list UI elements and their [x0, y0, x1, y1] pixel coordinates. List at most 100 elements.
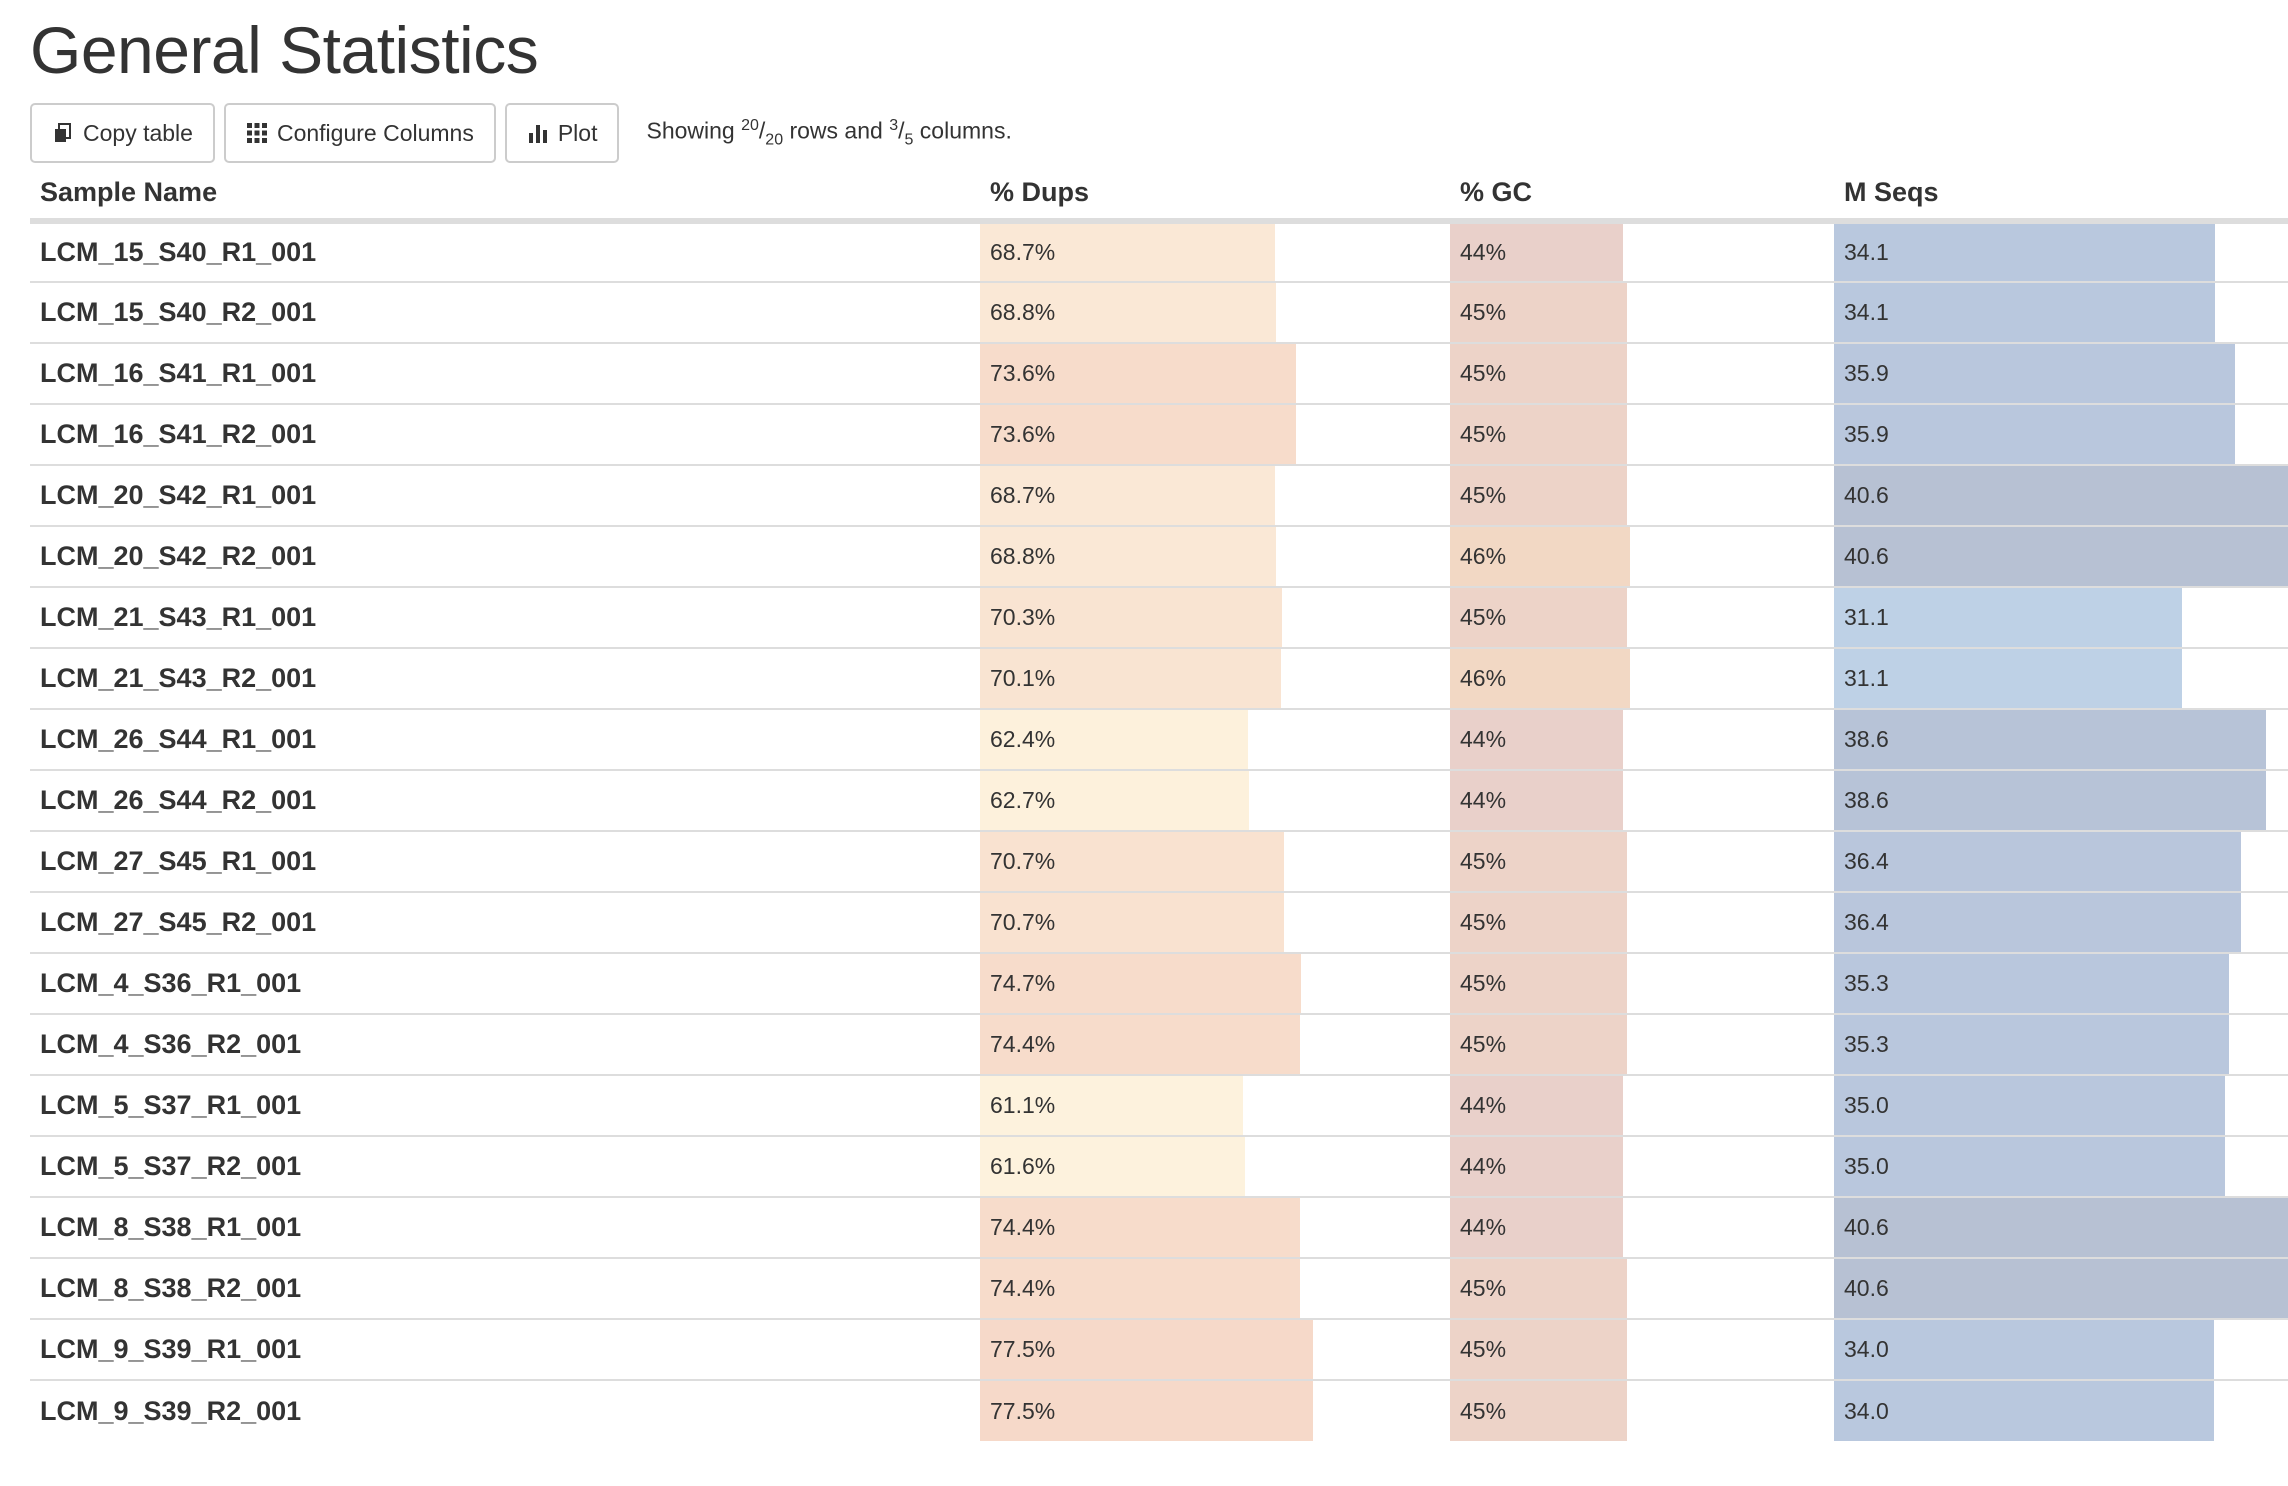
copy-icon	[55, 123, 71, 142]
mseqs-bar	[1834, 1076, 2225, 1135]
rows-word: rows and	[789, 117, 883, 144]
configure-columns-button[interactable]: Configure Columns	[223, 103, 496, 163]
showing-summary: Showing 20/20 rows and 3/5 columns.	[646, 116, 1012, 149]
dups-value: 68.8%	[990, 543, 1056, 569]
copy-table-button[interactable]: Copy table	[30, 103, 215, 163]
showing-prefix: Showing	[646, 117, 735, 144]
plot-label: Plot	[557, 119, 598, 146]
dups-bar	[980, 710, 1248, 769]
table-row: LCM_20_S42_R1_001 68.7% 45% 40.6	[30, 464, 2288, 526]
table-row: LCM_4_S36_R2_001 74.4% 45% 35.3	[30, 1013, 2288, 1075]
gc-value: 45%	[1460, 421, 1507, 447]
mseqs-value: 38.6	[1844, 726, 1889, 752]
gc-value: 45%	[1460, 1275, 1507, 1301]
dups-cell: 73.6%	[980, 403, 1450, 465]
gc-bar	[1450, 893, 1627, 952]
mseqs-cell: 38.6	[1834, 769, 2288, 831]
gc-bar	[1450, 405, 1627, 464]
table-row: LCM_27_S45_R2_001 70.7% 45% 36.4	[30, 891, 2288, 953]
dups-cell: 70.7%	[980, 830, 1450, 892]
column-header-gc[interactable]: % GC	[1450, 166, 1834, 224]
mseqs-cell: 38.6	[1834, 708, 2288, 770]
column-header-sample-name[interactable]: Sample Name	[30, 166, 980, 224]
gc-cell: 45%	[1450, 1257, 1834, 1319]
dups-value: 68.7%	[990, 482, 1056, 508]
gc-value: 45%	[1460, 1031, 1507, 1057]
dups-cell: 74.4%	[980, 1013, 1450, 1075]
dups-cell: 74.4%	[980, 1196, 1450, 1258]
dups-bar	[980, 893, 1284, 952]
dups-value: 77.5%	[990, 1397, 1056, 1424]
gc-cell: 44%	[1450, 769, 1834, 831]
gc-cell: 45%	[1450, 952, 1834, 1014]
sample-name-cell: LCM_4_S36_R1_001	[30, 952, 980, 1014]
page-title: General Statistics	[30, 13, 539, 87]
gc-value: 45%	[1460, 970, 1507, 996]
mseqs-value: 40.6	[1844, 543, 1889, 569]
mseqs-value: 34.0	[1844, 1336, 1889, 1362]
gc-cell: 45%	[1450, 891, 1834, 953]
column-header-dups[interactable]: % Dups	[980, 166, 1450, 224]
gc-value: 44%	[1460, 1092, 1507, 1118]
dups-value: 61.1%	[990, 1092, 1056, 1118]
gc-bar	[1450, 1137, 1623, 1196]
gc-bar	[1450, 1320, 1627, 1379]
gc-bar	[1450, 588, 1627, 647]
dups-bar	[980, 832, 1284, 891]
gc-bar	[1450, 283, 1627, 342]
gc-bar	[1450, 1198, 1623, 1257]
mseqs-bar	[1834, 1015, 2229, 1074]
table-row: LCM_9_S39_R1_001 77.5% 45% 34.0	[30, 1318, 2288, 1380]
table-row: LCM_20_S42_R2_001 68.8% 46% 40.6	[30, 525, 2288, 587]
mseqs-cell: 35.9	[1834, 403, 2288, 465]
dups-bar	[980, 466, 1275, 525]
dups-cell: 70.3%	[980, 586, 1450, 648]
mseqs-cell: 35.3	[1834, 1013, 2288, 1075]
gc-cell: 45%	[1450, 464, 1834, 526]
grid-icon	[246, 123, 267, 143]
mseqs-value: 31.1	[1844, 665, 1889, 691]
sample-name-cell: LCM_15_S40_R1_001	[40, 237, 317, 267]
mseqs-value: 31.1	[1844, 604, 1889, 630]
mseqs-bar	[1834, 1137, 2225, 1196]
dups-value: 77.5%	[990, 1336, 1056, 1362]
mseqs-bar	[1834, 588, 2182, 647]
table-row: LCM_15_S40_R2_001 68.8% 45% 34.1	[30, 281, 2288, 343]
sample-name-cell: LCM_20_S42_R1_001	[30, 464, 980, 526]
mseqs-cell: 36.4	[1834, 891, 2288, 953]
sample-name-cell: LCM_8_S38_R1_001	[30, 1196, 980, 1258]
table-row: LCM_21_S43_R1_001 70.3% 45% 31.1	[30, 586, 2288, 648]
gc-bar	[1450, 466, 1627, 525]
gc-cell: 45%	[1450, 403, 1834, 465]
table-row: LCM_21_S43_R2_001 70.1% 46% 31.1	[30, 647, 2288, 709]
mseqs-cell: 35.9	[1834, 342, 2288, 404]
gc-value: 45%	[1460, 299, 1507, 325]
mseqs-cell: 34.1	[1834, 281, 2288, 343]
dups-cell: 74.7%	[980, 952, 1450, 1014]
mseqs-value: 34.1	[1844, 239, 1889, 265]
mseqs-value: 36.4	[1844, 909, 1889, 935]
mseqs-bar	[1834, 832, 2241, 891]
gc-bar	[1450, 224, 1623, 281]
dups-bar	[980, 1259, 1300, 1318]
sample-name-cell: LCM_26_S44_R2_001	[30, 769, 980, 831]
column-header-mseqs[interactable]: M Seqs	[1834, 166, 2288, 224]
table-row: LCM_9_S39_R2_001 77.5% 45% 34.0	[30, 1379, 2288, 1441]
gc-bar	[1450, 1381, 1627, 1441]
mseqs-bar	[1834, 224, 2215, 281]
dups-cell: 68.7%	[980, 464, 1450, 526]
configure-columns-label: Configure Columns	[276, 119, 474, 146]
dups-bar	[980, 1198, 1300, 1257]
sample-name-cell: LCM_8_S38_R2_001	[30, 1257, 980, 1319]
gc-cell: 45%	[1450, 830, 1834, 892]
mseqs-bar	[1834, 527, 2288, 586]
sample-name-cell: LCM_15_S40_R2_001	[30, 281, 980, 343]
plot-button[interactable]: Plot	[504, 103, 620, 163]
cols-word: columns.	[919, 117, 1012, 144]
sample-name-cell: LCM_27_S45_R1_001	[30, 830, 980, 892]
dups-value: 74.4%	[990, 1031, 1056, 1057]
table-row: LCM_16_S41_R1_001 73.6% 45% 35.9	[30, 342, 2288, 404]
mseqs-cell: 40.6	[1834, 464, 2288, 526]
gc-bar	[1450, 1259, 1627, 1318]
table-row: LCM_4_S36_R1_001 74.7% 45% 35.3	[30, 952, 2288, 1014]
